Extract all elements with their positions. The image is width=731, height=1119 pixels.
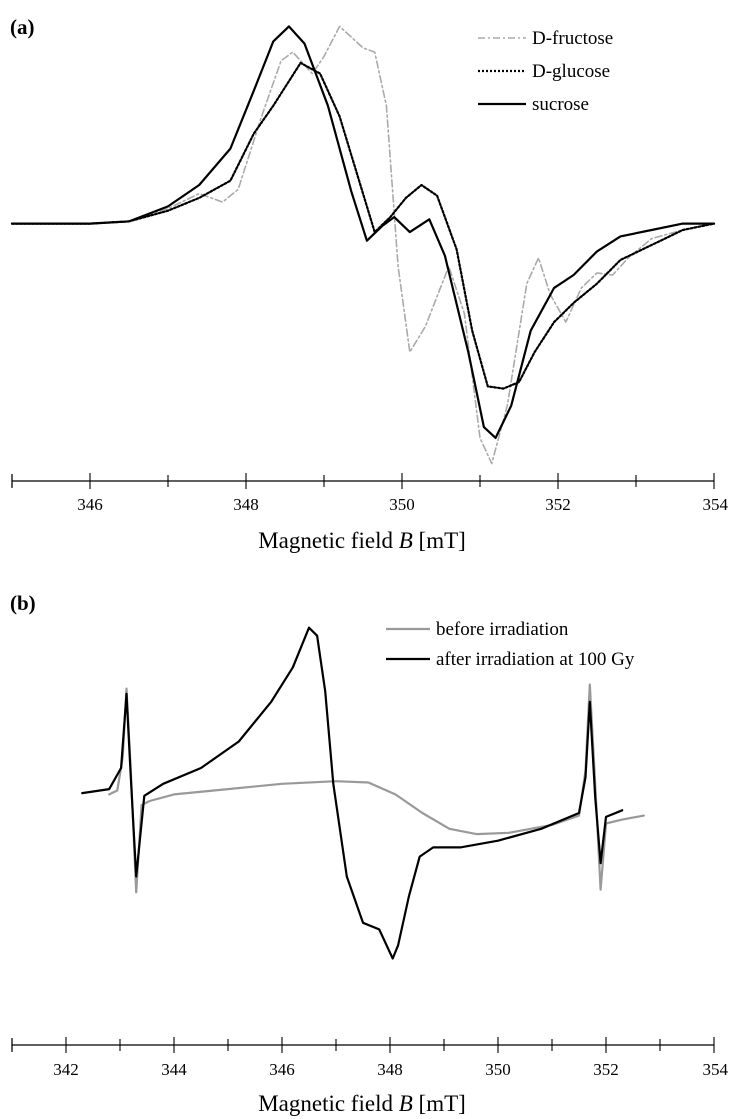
panel-a-x-axis-title: Magnetic field B [mT] <box>258 528 466 553</box>
x-tick-label: 346 <box>77 495 103 514</box>
panel-b: (b) 342 344 346 348 350 352 354 before irradia… <box>10 591 729 1116</box>
legend-label-before-irradiation: before irradiation <box>436 619 569 640</box>
panel-b-x-axis: 342 344 346 348 350 352 354 <box>11 1037 729 1079</box>
panel-b-label: (b) <box>10 591 36 615</box>
panel-b-legend: before irradiation after irradiation at 1… <box>386 619 635 670</box>
panel-b-curves <box>81 626 645 960</box>
panel-a-curves <box>10 25 716 465</box>
series-line-before-irradiation <box>108 683 645 894</box>
x-tick-label: 352 <box>545 495 571 514</box>
series-line-d-glucose <box>10 61 716 390</box>
x-tick-label: 348 <box>233 495 259 514</box>
x-tick-label: 344 <box>161 1060 187 1079</box>
x-tick-label: 350 <box>485 1060 511 1079</box>
legend-label-d-fructose: D-fructose <box>532 28 613 49</box>
panel-a-label: (a) <box>10 15 35 39</box>
x-tick-label: 354 <box>703 1060 729 1079</box>
series-line-sucrose <box>10 25 716 439</box>
x-tick-label: 346 <box>269 1060 295 1079</box>
series-line-after-irradiation-at-100-gy <box>81 626 624 960</box>
legend-label-after-irradiation-at-100-gy: after irradiation at 100 Gy <box>436 649 635 670</box>
x-tick-label: 350 <box>389 495 415 514</box>
x-tick-label: 354 <box>703 495 729 514</box>
panel-a-legend: D-fructose D-glucose sucrose <box>478 28 613 115</box>
panel-a-x-axis: 346 348 350 352 354 <box>11 473 729 514</box>
legend-label-d-glucose: D-glucose <box>532 61 610 82</box>
panel-b-x-axis-title: Magnetic field B [mT] <box>258 1091 466 1116</box>
legend-label-sucrose: sucrose <box>532 94 589 115</box>
series-line-d-fructose <box>11 25 715 465</box>
x-tick-label: 348 <box>377 1060 403 1079</box>
panel-a: (a) 346 348 350 352 354 D-fructose D-glucose s… <box>10 15 729 553</box>
x-tick-label: 342 <box>53 1060 79 1079</box>
x-tick-label: 352 <box>593 1060 619 1079</box>
